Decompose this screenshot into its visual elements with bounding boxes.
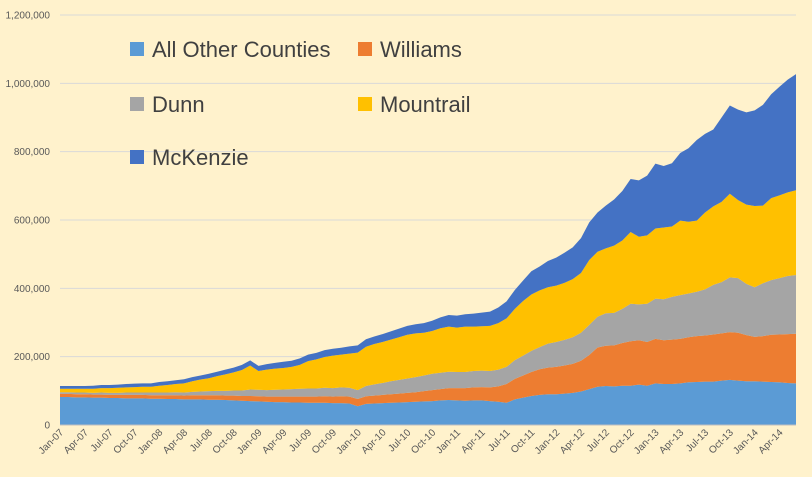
legend-swatch xyxy=(130,150,144,164)
x-tick-label: Apr-13 xyxy=(657,427,686,456)
x-tick-label: Apr-09 xyxy=(260,427,289,456)
x-tick-label: Jan-11 xyxy=(434,427,463,456)
legend-label: McKenzie xyxy=(152,145,249,170)
x-tick-label: Jan-10 xyxy=(334,427,364,457)
legend-swatch xyxy=(358,42,372,56)
y-axis-ticks: 0 200,000 400,000 600,000 800,000 1,000,000 1,… xyxy=(6,11,51,432)
x-tick-label: Jan-07 xyxy=(37,427,67,457)
legend-swatch xyxy=(130,42,144,56)
x-tick-label: Apr-10 xyxy=(360,427,389,456)
x-tick-label: Jan-08 xyxy=(136,427,166,457)
x-tick-label: Oct-10 xyxy=(409,427,438,456)
x-tick-label: Oct-09 xyxy=(310,427,339,456)
x-tick-label: Oct-07 xyxy=(112,427,141,456)
x-tick-label: Apr-12 xyxy=(558,427,587,456)
legend-swatch xyxy=(130,97,144,111)
x-tick-label: Jan-12 xyxy=(533,427,563,457)
legend-swatch xyxy=(358,97,372,111)
y-tick-label: 0 xyxy=(44,421,50,432)
legend: All Other Counties Williams Dunn Mountrail M… xyxy=(130,37,470,170)
x-tick-label: Jan-09 xyxy=(235,427,265,457)
y-tick-label: 1,000,000 xyxy=(6,79,51,90)
series-areas xyxy=(60,74,796,425)
area-series-0 xyxy=(60,379,796,425)
area-series-4 xyxy=(60,74,796,389)
legend-label: Williams xyxy=(380,37,462,62)
legend-label: All Other Counties xyxy=(152,37,331,62)
y-tick-label: 400,000 xyxy=(14,284,51,295)
legend-label: Dunn xyxy=(152,92,205,117)
x-tick-label: Jul-11 xyxy=(486,427,513,454)
y-tick-label: 600,000 xyxy=(14,216,51,227)
x-tick-label: Oct-13 xyxy=(707,427,736,456)
x-tick-label: Apr-11 xyxy=(459,427,488,456)
x-tick-label: Apr-07 xyxy=(62,427,91,456)
legend-label: Mountrail xyxy=(380,92,470,117)
y-tick-label: 800,000 xyxy=(14,147,51,158)
y-tick-label: 200,000 xyxy=(14,352,51,363)
x-axis-ticks: Jan-07Apr-07Jul-07Oct-07Jan-08Apr-08Jul-… xyxy=(37,427,786,457)
x-tick-label: Jan-13 xyxy=(632,427,662,457)
x-tick-label: Apr-08 xyxy=(161,427,190,456)
area-series-1 xyxy=(60,332,796,407)
x-tick-label: Oct-11 xyxy=(509,427,538,456)
x-tick-label: Apr-14 xyxy=(757,427,786,456)
x-tick-label: Oct-12 xyxy=(608,427,637,456)
area-series-3 xyxy=(60,190,796,393)
x-tick-label: Oct-08 xyxy=(211,427,240,456)
x-tick-label: Jan-14 xyxy=(731,427,761,457)
area-series-2 xyxy=(60,275,796,400)
y-tick-label: 1,200,000 xyxy=(6,11,51,22)
